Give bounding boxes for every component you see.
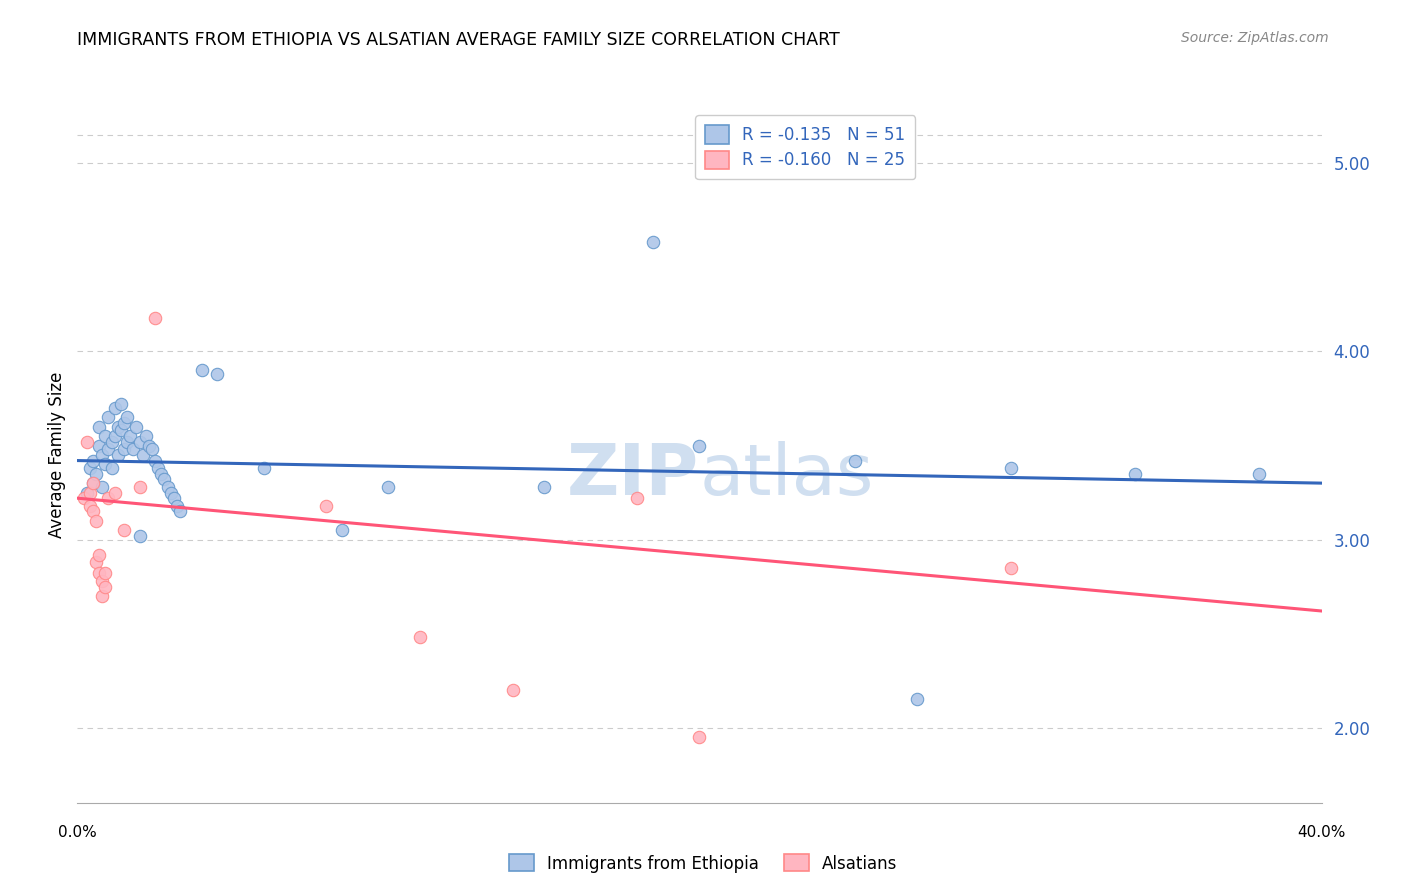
Point [104,485,127,500]
Point [100,461,122,475]
Point [104,401,127,415]
Legend: Immigrants from Ethiopia, Alsatians: Immigrants from Ethiopia, Alsatians [502,847,904,880]
Point [94,580,117,594]
Point [100,434,122,449]
Point [315,499,337,513]
Point [689,438,711,452]
Point [107,419,129,434]
Point [110,424,132,438]
Point [91,574,114,588]
Point [112,523,135,537]
Point [159,485,181,500]
Text: atlas: atlas [700,442,875,510]
Point [169,504,191,518]
Point [97,442,120,457]
Y-axis label: Average Family Size: Average Family Size [48,372,66,538]
Point [97,491,120,505]
Point [163,491,186,505]
Point [94,458,117,472]
Point [128,529,150,543]
Point [82,476,104,491]
Point [82,476,104,491]
Point [122,442,145,457]
Point [377,480,399,494]
Point [84,514,107,528]
Point [626,491,648,505]
Point [104,429,127,443]
Point [143,453,166,467]
Point [72,491,94,505]
Text: Source: ZipAtlas.com: Source: ZipAtlas.com [1181,31,1329,45]
Point [1000,560,1022,574]
Point [1249,467,1271,481]
Point [408,630,430,644]
Point [87,438,110,452]
Point [91,589,114,603]
Point [128,434,150,449]
Point [128,480,150,494]
Point [84,467,107,481]
Point [107,448,129,462]
Text: ZIP: ZIP [567,442,700,510]
Point [112,442,135,457]
Point [82,453,104,467]
Point [141,442,163,457]
Point [94,429,117,443]
Point [143,310,166,325]
Point [79,499,101,513]
Point [115,434,138,449]
Point [112,416,135,430]
Point [191,363,214,377]
Point [153,472,176,486]
Point [91,448,114,462]
Point [641,235,664,250]
Text: IMMIGRANTS FROM ETHIOPIA VS ALSATIAN AVERAGE FAMILY SIZE CORRELATION CHART: IMMIGRANTS FROM ETHIOPIA VS ALSATIAN AVE… [77,31,839,49]
Point [135,429,157,443]
Point [97,410,120,425]
Point [253,461,276,475]
Point [120,429,142,443]
Point [138,438,160,452]
Point [207,367,229,381]
Point [502,683,524,698]
Point [125,419,148,434]
Text: 40.0%: 40.0% [1298,825,1346,840]
Point [533,480,555,494]
Point [150,467,173,481]
Point [330,523,353,537]
Point [87,419,110,434]
Point [166,499,188,513]
Point [689,730,711,744]
Point [131,448,153,462]
Point [1000,461,1022,475]
Point [82,504,104,518]
Point [110,397,132,411]
Legend: R = -0.135   N = 51, R = -0.160   N = 25: R = -0.135 N = 51, R = -0.160 N = 25 [696,115,915,179]
Point [115,410,138,425]
Point [87,548,110,562]
Point [844,453,866,467]
Point [79,461,101,475]
Point [76,434,98,449]
Point [87,566,110,581]
Point [148,461,170,475]
Point [84,555,107,569]
Point [94,566,117,581]
Point [76,485,98,500]
Text: 0.0%: 0.0% [58,825,97,840]
Point [905,692,928,706]
Point [1123,467,1146,481]
Point [79,485,101,500]
Point [156,480,179,494]
Point [91,480,114,494]
